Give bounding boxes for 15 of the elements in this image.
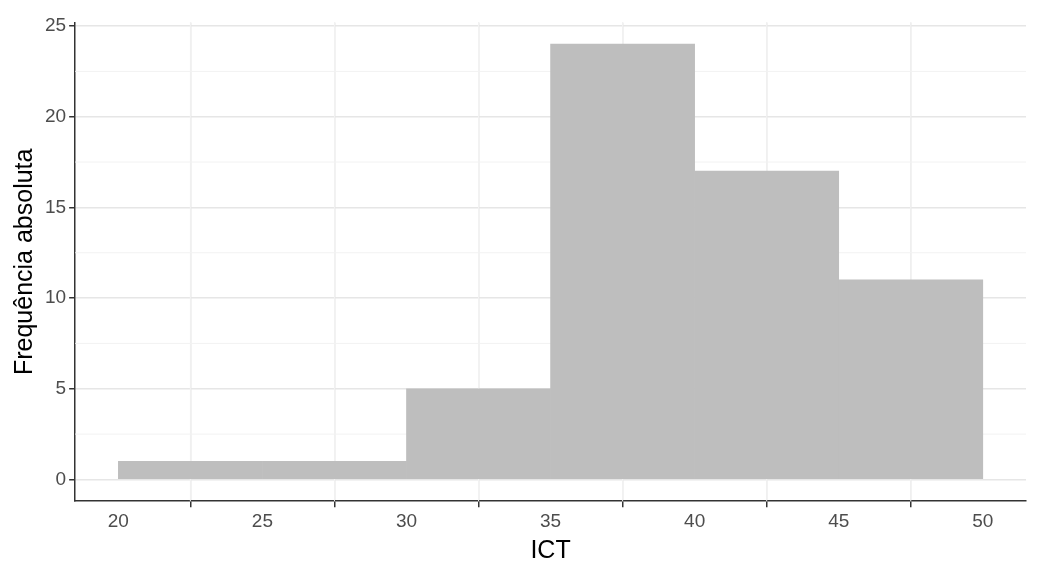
y-tick-label: 0 [55,467,67,489]
y-tick-label: 20 [44,104,67,126]
x-axis-title: ICT [530,534,571,563]
x-tick-label: 20 [107,509,129,531]
x-tick-label: 45 [828,509,850,531]
x-tick-label: 25 [251,509,273,531]
y-tick-label: 15 [44,195,67,217]
x-tick-label: 30 [395,509,418,531]
y-axis-title: Frequência absoluta [8,148,37,376]
y-tick-label: 25 [44,14,67,36]
x-tick-label: 35 [540,509,562,531]
y-tick-label: 5 [55,376,67,398]
x-tick-label: 50 [972,509,994,531]
x-tick-label: 40 [684,509,706,531]
y-tick-label: 10 [44,286,67,308]
